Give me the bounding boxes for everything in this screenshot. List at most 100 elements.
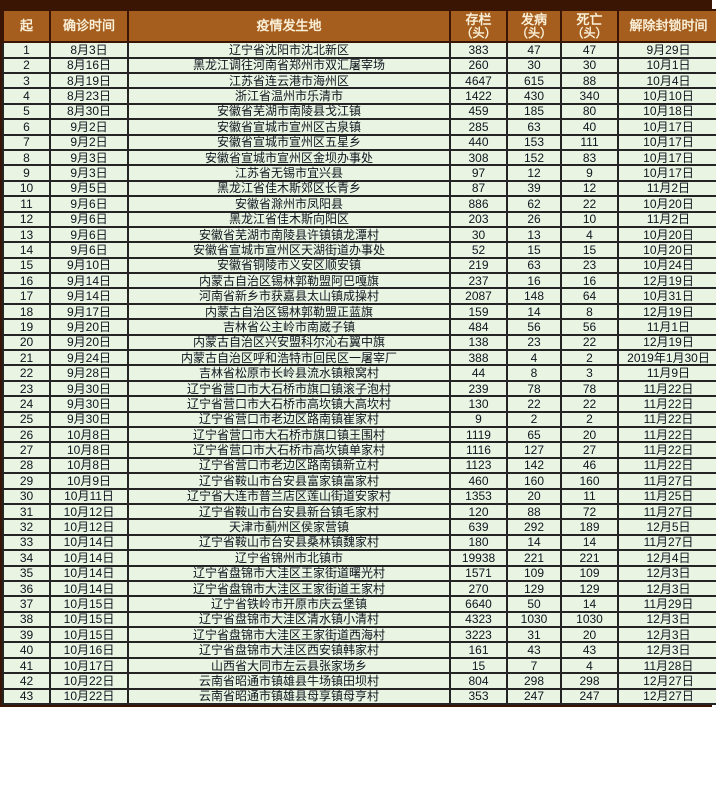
table-row: 12 9月6日 黑龙江省佳木斯向阳区 203 26 10 11月2日 [2, 210, 716, 228]
cell-stock: 886 [449, 195, 508, 213]
cell-serial: 31 [2, 502, 51, 521]
cell-sick: 2 [506, 410, 562, 429]
table-row: 27 10月8日 辽宁省营口市大石桥市高坎镇单家村 1116 127 27 11月22日 [2, 441, 716, 459]
cell-serial: 4 [2, 87, 51, 105]
column-header-unit: （头） [515, 25, 552, 40]
cell-stock: 97 [449, 164, 508, 182]
cell-lift-date: 10月24日 [617, 256, 716, 275]
table-row: 38 10月15日 辽宁省盘锦市大洼区清水镇小清村 4323 1030 1030 12月3日 [2, 610, 716, 629]
cell-lift-date: 11月29日 [617, 595, 716, 613]
cell-sick: 39 [506, 179, 562, 198]
cell-serial: 26 [2, 425, 51, 444]
cell-sick: 63 [506, 256, 562, 275]
cell-stock: 3223 [449, 626, 508, 644]
cell-stock: 285 [449, 118, 508, 136]
column-header-label: 确诊时间 [62, 18, 115, 34]
cell-stock: 260 [449, 56, 508, 75]
cell-lift-date: 11月25日 [617, 487, 716, 505]
cell-dead: 3 [560, 364, 619, 382]
cell-dead: 298 [560, 672, 619, 690]
cell-lift-date: 11月28日 [617, 656, 716, 675]
cell-confirm-date: 9月2日 [49, 118, 129, 136]
cell-location: 安徽省芜湖市南陵县戈江镇 [127, 102, 451, 121]
cell-confirm-date: 10月11日 [49, 487, 129, 505]
cell-serial: 39 [2, 626, 51, 644]
cell-location: 内蒙古自治区锡林郭勒盟正蓝旗 [127, 302, 451, 321]
cell-stock: 159 [449, 302, 508, 321]
cell-stock: 440 [449, 133, 508, 151]
cell-sick: 247 [506, 687, 562, 706]
cell-dead: 2 [560, 410, 619, 429]
cell-dead: 111 [560, 133, 619, 151]
cell-location: 内蒙古自治区兴安盟科尔沁右翼中旗 [127, 333, 451, 352]
cell-stock: 44 [449, 364, 508, 382]
cell-stock: 219 [449, 256, 508, 275]
cell-dead: 247 [560, 687, 619, 706]
cell-location: 云南省昭通市镇雄县牛场镇田坝村 [127, 672, 451, 690]
cell-confirm-date: 10月22日 [49, 687, 129, 706]
cell-dead: 14 [560, 533, 619, 552]
cell-dead: 43 [560, 641, 619, 659]
cell-dead: 189 [560, 518, 619, 536]
table-row: 32 10月12日 天津市蓟州区侯家营镇 639 292 189 12月5日 [2, 518, 716, 536]
cell-location: 辽宁省营口市大石桥市高坎镇单家村 [127, 441, 451, 459]
cell-location: 安徽省宣城市宣州区五星乡 [127, 133, 451, 151]
cell-location: 黑龙江调往河南省郑州市双汇屠宰场 [127, 56, 451, 75]
table-row: 34 10月14日 辽宁省锦州市北镇市 19938 221 221 12月4日 [2, 549, 716, 567]
cell-sick: 221 [506, 549, 562, 567]
cell-confirm-date: 10月14日 [49, 549, 129, 567]
cell-location: 辽宁省营口市大石桥市旗口镇王围村 [127, 425, 451, 444]
cell-confirm-date: 8月30日 [49, 102, 129, 121]
cell-serial: 27 [2, 441, 51, 459]
cell-serial: 30 [2, 487, 51, 505]
cell-location: 辽宁省营口市老边区路南镇新立村 [127, 456, 451, 475]
cell-stock: 4647 [449, 71, 508, 90]
cell-dead: 11 [560, 487, 619, 505]
table-row: 42 10月22日 云南省昭通市镇雄县牛场镇田坝村 804 298 298 12月27日 [2, 672, 716, 690]
cell-sick: 22 [506, 395, 562, 413]
cell-dead: 27 [560, 441, 619, 459]
cell-lift-date: 10月10日 [617, 87, 716, 105]
cell-location: 天津市蓟州区侯家营镇 [127, 518, 451, 536]
table-row: 13 9月6日 安徽省芜湖市南陵县许镇镇龙潭村 30 13 4 10月20日 [2, 225, 716, 244]
cell-sick: 43 [506, 641, 562, 659]
cell-dead: 8 [560, 302, 619, 321]
cell-lift-date: 11月1日 [617, 318, 716, 336]
table-row: 19 9月20日 吉林省公主岭市南崴子镇 484 56 56 11月1日 [2, 318, 716, 336]
cell-stock: 639 [449, 518, 508, 536]
cell-confirm-date: 9月5日 [49, 179, 129, 198]
cell-confirm-date: 9月14日 [49, 287, 129, 305]
cell-location: 安徽省滁州市凤阳县 [127, 195, 451, 213]
table-row: 29 10月9日 辽宁省鞍山市台安县富家镇富家村 460 160 160 11月27日 [2, 472, 716, 490]
cell-dead: 221 [560, 549, 619, 567]
cell-location: 浙江省温州市乐清市 [127, 87, 451, 105]
cell-lift-date: 11月2日 [617, 179, 716, 198]
cell-serial: 40 [2, 641, 51, 659]
cell-lift-date: 12月19日 [617, 302, 716, 321]
cell-lift-date: 11月22日 [617, 456, 716, 475]
cell-location: 黑龙江省佳木斯郊区长青乡 [127, 179, 451, 198]
cell-dead: 2 [560, 349, 619, 367]
table-header: 起确诊时间 疫情发生地 存栏 （头） 发病 （头） 死亡 （头） 解除封锁时间 [2, 8, 716, 44]
cell-confirm-date: 10月12日 [49, 518, 129, 536]
cell-location: 辽宁省营口市大石桥市高坎镇大高坎村 [127, 395, 451, 413]
cell-confirm-date: 10月12日 [49, 502, 129, 521]
cell-serial: 10 [2, 179, 51, 198]
cell-sick: 30 [506, 56, 562, 75]
cell-confirm-date: 9月6日 [49, 225, 129, 244]
cell-dead: 20 [560, 425, 619, 444]
cell-serial: 17 [2, 287, 51, 305]
cell-stock: 30 [449, 225, 508, 244]
cell-sick: 129 [506, 579, 562, 598]
cell-sick: 148 [506, 287, 562, 305]
cell-stock: 308 [449, 148, 508, 167]
cell-sick: 8 [506, 364, 562, 382]
cell-sick: 26 [506, 210, 562, 228]
column-header-label: 起 [19, 18, 33, 34]
cell-confirm-date: 9月10日 [49, 256, 129, 275]
cell-serial: 15 [2, 256, 51, 275]
cell-confirm-date: 9月30日 [49, 379, 129, 398]
table-row: 24 9月30日 辽宁省营口市大石桥市高坎镇大高坎村 130 22 22 11月22日 [2, 395, 716, 413]
column-header: 疫情发生地 [127, 8, 451, 44]
cell-serial: 29 [2, 472, 51, 490]
